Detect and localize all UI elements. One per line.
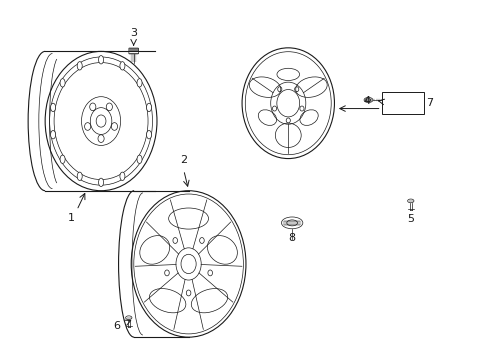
Ellipse shape — [77, 62, 82, 70]
Text: 7: 7 — [426, 98, 432, 108]
Ellipse shape — [146, 103, 151, 112]
Text: 8: 8 — [288, 233, 295, 243]
Ellipse shape — [146, 131, 151, 139]
Text: 4: 4 — [363, 96, 370, 107]
Ellipse shape — [191, 289, 227, 313]
Ellipse shape — [60, 155, 65, 163]
Ellipse shape — [140, 235, 169, 264]
Ellipse shape — [137, 78, 142, 87]
Ellipse shape — [77, 172, 82, 180]
Text: 2: 2 — [180, 155, 187, 165]
Text: 5: 5 — [407, 214, 413, 224]
Ellipse shape — [149, 289, 185, 313]
Ellipse shape — [137, 155, 142, 163]
Ellipse shape — [168, 208, 208, 229]
Ellipse shape — [50, 103, 56, 112]
Text: 1: 1 — [67, 213, 74, 223]
Text: 3: 3 — [130, 28, 137, 38]
Ellipse shape — [207, 235, 237, 264]
Ellipse shape — [60, 78, 65, 87]
Ellipse shape — [99, 178, 103, 186]
Ellipse shape — [120, 62, 124, 70]
Ellipse shape — [120, 172, 124, 180]
Text: 6: 6 — [113, 321, 120, 331]
Ellipse shape — [50, 131, 56, 139]
Ellipse shape — [99, 55, 103, 64]
Bar — [381, 92, 424, 114]
